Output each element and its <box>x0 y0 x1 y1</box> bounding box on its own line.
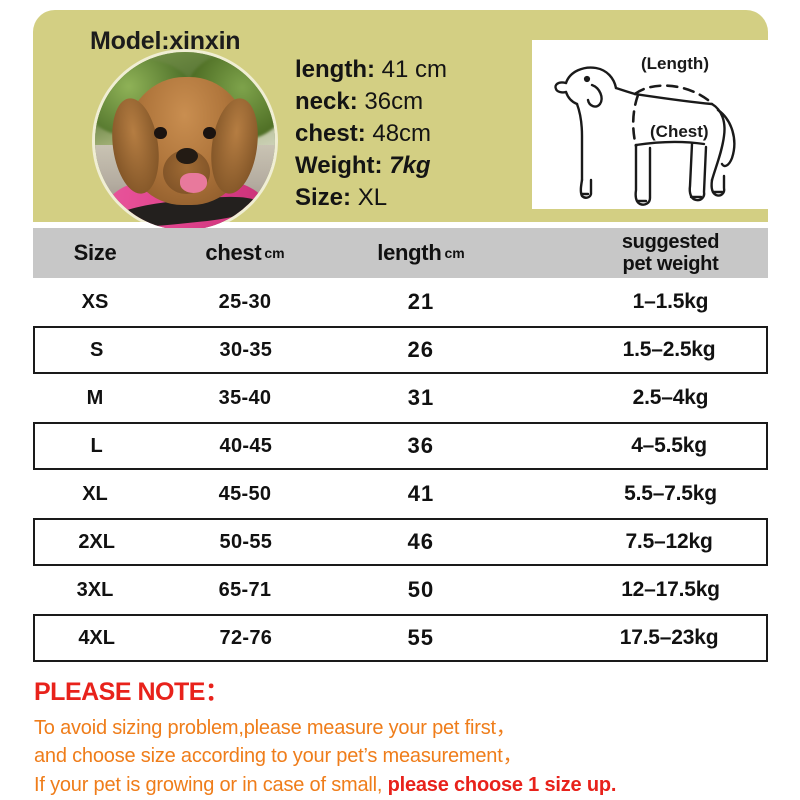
row-chest: 35-40 <box>218 386 272 409</box>
row-size: L <box>90 434 103 457</box>
model-dog-photo <box>95 52 275 230</box>
note-line-3-emphasis: please choose 1 size up <box>387 773 611 796</box>
note-title: PLEASE NOTE： <box>34 678 230 706</box>
spec-size-label: Size: <box>295 184 352 212</box>
spec-weight: Weight: 7kg <box>295 150 447 182</box>
spec-neck-label: neck: <box>295 88 358 116</box>
note-line-3: If your pet is growing or in case of sma… <box>34 771 774 799</box>
photo-dog-nose <box>176 148 198 165</box>
spec-weight-value: 7kg <box>389 152 431 180</box>
row-weight: 4–5.5kg <box>631 434 707 457</box>
row-length: 50 <box>407 577 435 602</box>
row-length: 21 <box>407 289 435 314</box>
diagram-length-label: (Length) <box>641 54 709 73</box>
header-cell-weight: suggested pet weight <box>621 230 720 275</box>
model-spec-list: length: 41 cm neck: 36cm chest: 48cm Wei… <box>295 54 447 214</box>
header-cell-chest: chest cm <box>205 240 285 265</box>
row-weight: 5.5–7.5kg <box>624 482 717 505</box>
row-size: S <box>89 338 104 361</box>
row-chest: 25-30 <box>218 290 272 313</box>
row-length: 55 <box>407 625 434 650</box>
spec-size: Size: XL <box>295 182 447 214</box>
row-size: 3XL <box>76 578 114 601</box>
model-title: Model:xinxin <box>90 27 241 55</box>
row-length: 46 <box>407 529 434 554</box>
spec-neck: neck: 36cm <box>295 86 447 118</box>
table-row: 4XL 72-76 55 17.5–23kg <box>33 614 768 662</box>
table-row: XS 25-30 21 1–1.5kg <box>33 278 768 326</box>
photo-dog-eye-left <box>154 126 167 140</box>
size-chart-table: Size chest cm length cm suggested pet weig… <box>33 228 768 662</box>
row-size: 2XL <box>78 530 115 553</box>
row-weight: 1–1.5kg <box>632 290 709 313</box>
row-size: XS <box>81 290 109 313</box>
spec-chest-label: chest: <box>295 120 366 148</box>
dog-outline-icon: (Length) (Chest) <box>554 54 736 206</box>
spec-chest-value: 48cm <box>372 120 432 148</box>
model-info-panel: Model:xinxin length: 41 cm neck: 36cm ch… <box>33 10 777 230</box>
row-weight: 7.5–12kg <box>625 530 713 553</box>
row-size: M <box>86 386 104 409</box>
please-note-block: PLEASE NOTE： To avoid sizing problem,ple… <box>34 672 774 799</box>
measurement-diagram: (Length) (Chest) <box>532 40 777 209</box>
row-length: 36 <box>407 433 434 458</box>
note-line-3-plain: If your pet is growing or in case of sma… <box>34 773 388 796</box>
table-row: L 40-45 36 4–5.5kg <box>33 422 768 470</box>
spec-size-value: XL <box>357 184 388 212</box>
row-weight: 17.5–23kg <box>619 626 719 649</box>
spec-length: length: 41 cm <box>295 54 447 86</box>
photo-dog-tongue <box>179 173 207 193</box>
row-size: 4XL <box>78 626 115 649</box>
note-line-2: and choose size according to your pet’s … <box>34 745 523 768</box>
table-row: XL 45-50 41 5.5–7.5kg <box>33 470 768 518</box>
row-length: 41 <box>407 481 435 506</box>
header-cell-length: length cm <box>377 240 465 265</box>
spec-neck-value: 36cm <box>364 88 424 116</box>
header-chest-unit: cm <box>264 245 285 261</box>
row-chest: 30-35 <box>219 338 273 361</box>
diagram-chest-label: (Chest) <box>650 122 709 141</box>
header-cell-size: Size <box>73 240 117 265</box>
spec-chest: chest: 48cm <box>295 118 447 150</box>
note-line-1: To avoid sizing problem,please measure y… <box>34 717 516 739</box>
row-size: XL <box>82 482 108 505</box>
row-weight: 12–17.5kg <box>621 578 720 601</box>
row-chest: 65-71 <box>218 578 272 601</box>
table-header-row: Size chest cm length cm suggested pet weig… <box>33 228 768 278</box>
photo-dog-eye-right <box>203 126 216 140</box>
spec-length-label: length: <box>295 56 375 83</box>
header-length-unit: cm <box>444 245 465 261</box>
row-chest: 50-55 <box>219 530 273 553</box>
row-weight: 1.5–2.5kg <box>622 338 716 361</box>
note-line-3-tail: . <box>610 773 617 796</box>
table-row: 3XL 65-71 50 12–17.5kg <box>33 566 768 614</box>
row-weight: 2.5–4kg <box>632 386 709 409</box>
row-length: 31 <box>407 385 435 410</box>
table-row: 2XL 50-55 46 7.5–12kg <box>33 518 768 566</box>
spec-weight-label: Weight: <box>295 152 383 180</box>
table-row: M 35-40 31 2.5–4kg <box>33 374 768 422</box>
table-row: S 30-35 26 1.5–2.5kg <box>33 326 768 374</box>
row-chest: 40-45 <box>219 434 273 457</box>
row-chest: 45-50 <box>218 482 272 505</box>
row-length: 26 <box>407 337 434 362</box>
row-chest: 72-76 <box>219 626 273 649</box>
spec-length-value: 41 cm <box>381 56 448 83</box>
